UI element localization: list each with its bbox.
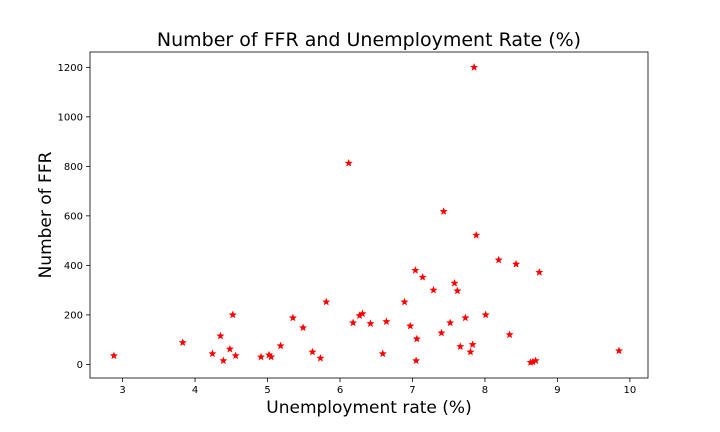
data-point (265, 350, 273, 359)
data-point (481, 310, 490, 319)
x-tick-label: 4 (192, 385, 198, 396)
data-point (208, 349, 217, 358)
data-point (400, 297, 409, 306)
data-point (344, 158, 353, 167)
data-point (276, 341, 285, 350)
data-point (429, 285, 438, 294)
x-tick-label: 9 (554, 385, 560, 396)
data-point (299, 323, 308, 332)
data-point (288, 313, 297, 322)
x-tick-label: 7 (409, 385, 415, 396)
data-point (412, 334, 421, 343)
data-point (466, 347, 475, 356)
data-point (535, 268, 544, 276)
x-tick-label: 8 (482, 385, 488, 396)
data-point (322, 297, 331, 306)
data-point (355, 311, 364, 320)
data-point (178, 338, 187, 346)
data-point (411, 266, 420, 274)
data-point (446, 318, 455, 327)
y-tick-label: 600 (64, 211, 83, 222)
data-point (470, 63, 479, 71)
data-point (461, 313, 470, 322)
data-point (267, 352, 276, 361)
data-point (437, 328, 446, 337)
data-point (494, 255, 503, 264)
x-tick-label: 3 (119, 385, 125, 396)
y-tick-label: 1200 (58, 63, 83, 74)
data-point (412, 356, 421, 365)
data-point (472, 230, 481, 239)
data-points (109, 63, 624, 366)
data-point (382, 317, 391, 325)
data-point (512, 259, 521, 268)
y-axis: 0 200 400 600 800 1000 1200 (58, 63, 90, 371)
y-tick-label: 1000 (58, 112, 83, 123)
x-tick-label: 5 (264, 385, 270, 396)
data-point (257, 352, 266, 361)
y-tick-label: 800 (64, 162, 83, 173)
x-axis-label: Unemployment rate (%) (266, 398, 471, 418)
data-point (453, 286, 462, 295)
data-point (468, 340, 477, 348)
data-point (216, 331, 225, 340)
data-point (615, 346, 624, 355)
data-point (505, 330, 514, 339)
plot-frame (89, 51, 649, 379)
y-tick-label: 400 (64, 261, 83, 272)
x-axis: 3 4 5 6 7 8 9 10 (119, 378, 636, 396)
data-point (378, 349, 387, 358)
x-tick-label: 10 (624, 385, 637, 396)
chart-title: Number of FFR and Unemployment Rate (%) (157, 29, 581, 51)
x-tick-label: 6 (337, 385, 343, 396)
data-point (450, 279, 459, 287)
data-point (531, 356, 540, 365)
y-tick-label: 200 (64, 310, 83, 321)
data-point (366, 319, 375, 327)
data-point (109, 351, 118, 360)
data-point (418, 273, 427, 281)
data-point (219, 356, 228, 365)
data-point (231, 351, 240, 360)
data-point (228, 310, 237, 319)
data-point (316, 354, 325, 362)
data-point (349, 318, 358, 327)
data-point (358, 309, 367, 318)
data-point (308, 347, 317, 356)
data-point (439, 207, 448, 215)
y-tick-label: 0 (77, 360, 83, 371)
y-axis-label: Number of FFR (36, 151, 56, 278)
data-point (456, 342, 465, 350)
data-point (225, 344, 234, 353)
data-point (528, 357, 537, 366)
data-point (406, 321, 415, 330)
